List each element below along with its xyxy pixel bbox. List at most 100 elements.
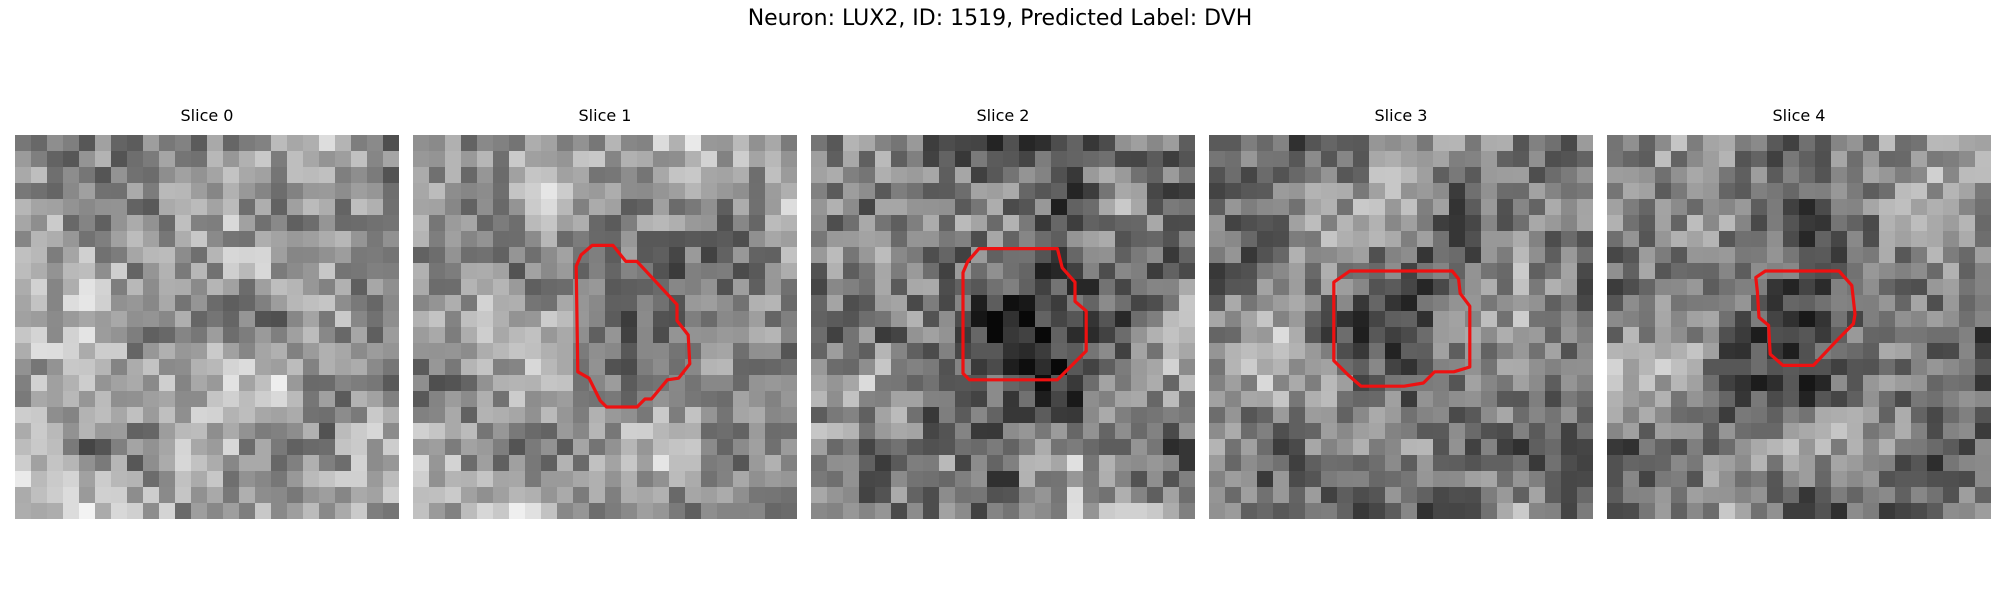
pixel <box>971 407 988 424</box>
pixel <box>111 391 128 408</box>
pixel <box>175 135 192 152</box>
pixel <box>733 135 750 152</box>
pixel <box>1003 391 1020 408</box>
pixel <box>955 407 972 424</box>
pixel <box>1147 263 1164 280</box>
pixel <box>1831 375 1848 392</box>
pixel <box>891 503 908 519</box>
pixel <box>1115 183 1132 200</box>
pixel <box>749 407 766 424</box>
pixel <box>31 471 48 488</box>
pixel <box>589 279 606 296</box>
pixel <box>701 487 718 504</box>
pixel <box>367 375 384 392</box>
pixel <box>493 295 510 312</box>
pixel <box>1687 455 1704 472</box>
pixel <box>175 503 192 519</box>
pixel <box>923 407 940 424</box>
pixel <box>509 247 526 264</box>
pixel <box>843 327 860 344</box>
pixel <box>987 455 1004 472</box>
pixel <box>811 279 828 296</box>
pixel <box>987 439 1004 456</box>
pixel <box>525 359 542 376</box>
pixel <box>891 151 908 168</box>
pixel <box>303 487 320 504</box>
pixel <box>1831 247 1848 264</box>
pixel <box>223 295 240 312</box>
pixel <box>1465 391 1482 408</box>
pixel <box>1353 183 1370 200</box>
pixel <box>765 487 782 504</box>
pixel <box>859 167 876 184</box>
pixel <box>1545 135 1562 152</box>
pixel <box>1545 487 1562 504</box>
pixel <box>79 247 96 264</box>
pixel <box>1433 343 1450 360</box>
pixel <box>1623 279 1640 296</box>
pixel <box>509 231 526 248</box>
pixel <box>445 215 462 232</box>
pixel <box>749 247 766 264</box>
pixel <box>1513 311 1530 328</box>
pixel <box>287 151 304 168</box>
pixel <box>509 471 526 488</box>
pixel <box>1959 135 1976 152</box>
pixel <box>1927 359 1944 376</box>
pixel <box>1767 151 1784 168</box>
pixel <box>429 439 446 456</box>
pixel <box>923 343 940 360</box>
pixel <box>1815 487 1832 504</box>
pixel <box>335 471 352 488</box>
pixel <box>875 279 892 296</box>
pixel <box>1815 375 1832 392</box>
pixel <box>685 135 702 152</box>
pixel <box>733 215 750 232</box>
pixel <box>1895 503 1912 519</box>
pixel <box>1911 471 1928 488</box>
pixel <box>1051 407 1068 424</box>
pixel <box>335 183 352 200</box>
pixel <box>1719 295 1736 312</box>
pixel <box>239 231 256 248</box>
pixel <box>159 343 176 360</box>
pixel <box>621 375 638 392</box>
pixel <box>1895 167 1912 184</box>
pixel <box>1385 215 1402 232</box>
pixel <box>1273 471 1290 488</box>
pixel <box>1051 327 1068 344</box>
pixel <box>637 215 654 232</box>
pixel <box>1417 199 1434 216</box>
pixel <box>15 151 32 168</box>
pixel <box>303 151 320 168</box>
pixel <box>1655 359 1672 376</box>
pixel <box>255 439 272 456</box>
pixel <box>701 327 718 344</box>
pixel <box>843 263 860 280</box>
pixel <box>1353 295 1370 312</box>
pixel <box>827 327 844 344</box>
pixel <box>1639 215 1656 232</box>
pixel <box>717 439 734 456</box>
pixel <box>63 471 80 488</box>
pixel <box>1703 135 1720 152</box>
pixel <box>1433 215 1450 232</box>
pixel <box>1385 487 1402 504</box>
pixel <box>827 151 844 168</box>
pixel <box>765 263 782 280</box>
pixel <box>461 487 478 504</box>
pixel <box>1337 199 1354 216</box>
pixel <box>1051 231 1068 248</box>
pixel <box>1449 199 1466 216</box>
pixel <box>1273 135 1290 152</box>
pixel <box>923 295 940 312</box>
pixel <box>1751 199 1768 216</box>
pixel <box>1529 439 1546 456</box>
pixel <box>429 279 446 296</box>
pixel <box>445 391 462 408</box>
pixel <box>1337 279 1354 296</box>
pixel <box>1131 263 1148 280</box>
pixel <box>175 279 192 296</box>
pixel <box>1099 439 1116 456</box>
pixel <box>335 263 352 280</box>
